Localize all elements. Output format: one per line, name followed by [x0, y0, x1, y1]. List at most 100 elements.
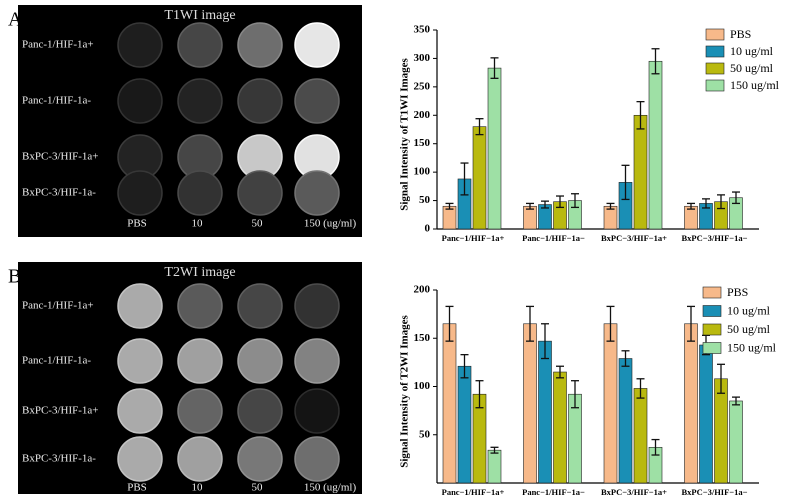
legend-swatch: [702, 286, 722, 299]
row-label: Panc-1/HIF-1a+: [22, 39, 94, 51]
bar: [714, 378, 728, 484]
error-bar: [621, 164, 630, 201]
error-bar: [460, 354, 469, 379]
legend-swatch: [702, 305, 722, 317]
y-tick-label: 100: [414, 166, 431, 178]
sample-well: [237, 78, 283, 124]
error-bar: [556, 195, 564, 209]
bar: [472, 126, 487, 230]
error-bar: [475, 380, 484, 409]
column-label: PBS: [127, 482, 147, 494]
bar: [699, 344, 713, 484]
bar: [487, 449, 502, 484]
image-title: T1WI image: [164, 8, 235, 23]
error-bar: [445, 202, 454, 210]
sample-well: [237, 436, 283, 482]
row-label: Panc-1/HIF-1a-: [22, 355, 91, 367]
error-bar: [621, 350, 630, 367]
legend-label: PBS: [730, 27, 751, 41]
error-bar: [687, 305, 695, 342]
sample-well: [117, 22, 163, 68]
error-bar: [717, 363, 725, 394]
legend-swatch: [705, 28, 725, 41]
sample-well: [294, 436, 340, 482]
sample-well: [177, 22, 223, 68]
error-bar: [732, 396, 740, 406]
error-bar: [526, 202, 534, 210]
x-tick-label: Panc−1/HIF−1a+: [442, 487, 505, 497]
error-bar: [606, 305, 615, 342]
column-label: 10: [192, 482, 204, 494]
bar: [442, 323, 457, 484]
sample-well: [237, 170, 283, 216]
error-bar: [571, 380, 579, 409]
bar: [618, 358, 633, 484]
bar: [633, 114, 648, 230]
legend-swatch: [702, 342, 722, 354]
y-axis-label: Signal Intensity of T1WI Images: [399, 57, 411, 210]
sample-well: [237, 22, 283, 68]
error-bar: [636, 378, 645, 399]
bar: [457, 365, 472, 484]
bar: [487, 67, 502, 230]
legend-label: 50 ug/ml: [727, 322, 771, 336]
x-tick-label: BxPC−3/HIF−1a+: [601, 233, 667, 243]
error-bar: [526, 305, 534, 342]
row-label: BxPC-3/HIF-1a+: [22, 151, 98, 163]
row-label: BxPC-3/HIF-1a-: [22, 187, 96, 199]
error-bar: [651, 438, 660, 456]
y-tick-label: 150: [414, 137, 431, 149]
error-bar: [702, 198, 710, 209]
y-tick-label: 0: [425, 223, 431, 235]
x-tick-label: BxPC−3/HIF−1a−: [681, 233, 747, 243]
y-axis-label: Signal Intensity of T2WI Images: [399, 314, 411, 467]
error-bar: [490, 446, 499, 454]
sample-well: [177, 78, 223, 124]
y-tick-label: 50: [419, 428, 431, 440]
x-tick-label: Panc−1/HIF−1a−: [522, 487, 585, 497]
legend-label: 150 ug/ml: [727, 340, 777, 354]
sample-well: [237, 388, 283, 434]
sample-well: [237, 338, 283, 384]
sample-well: [177, 436, 223, 482]
legend-swatch: [702, 323, 722, 336]
y-tick-label: 250: [414, 80, 431, 92]
sample-well: [294, 283, 340, 329]
legend-label: 50 ug/ml: [730, 61, 774, 75]
sample-well: [117, 388, 163, 434]
column-label: PBS: [127, 218, 147, 230]
y-tick-label: 200: [414, 284, 431, 296]
error-bar: [445, 305, 454, 342]
error-bar: [460, 162, 469, 196]
error-bar: [490, 57, 499, 79]
sample-well: [177, 170, 223, 216]
sample-well: [294, 78, 340, 124]
error-bar: [732, 191, 740, 205]
x-tick-label: Panc−1/HIF−1a+: [442, 233, 505, 243]
error-bar: [606, 202, 615, 210]
x-tick-label: BxPC−3/HIF−1a−: [681, 487, 747, 497]
column-label: 150 (ug/ml): [304, 218, 357, 230]
bar: [648, 60, 663, 230]
bar: [553, 371, 567, 484]
bar: [538, 340, 552, 484]
legend-swatch: [705, 45, 725, 58]
y-tick-label: 300: [414, 52, 431, 64]
sample-well: [177, 283, 223, 329]
column-label: 150 (ug/ml): [304, 482, 357, 494]
row-label: BxPC-3/HIF-1a+: [22, 405, 98, 417]
sample-well: [294, 388, 340, 434]
error-bar: [651, 48, 660, 75]
error-bar: [717, 194, 725, 210]
column-label: 50: [252, 218, 264, 230]
error-bar: [571, 193, 579, 209]
sample-well: [117, 283, 163, 329]
error-bar: [475, 118, 484, 136]
error-bar: [556, 365, 564, 379]
x-tick-label: BxPC−3/HIF−1a+: [601, 487, 667, 497]
error-bar: [687, 202, 695, 210]
error-bar: [636, 100, 645, 130]
y-tick-label: 200: [414, 109, 431, 121]
sample-well: [117, 78, 163, 124]
row-label: Panc-1/HIF-1a-: [22, 95, 91, 107]
